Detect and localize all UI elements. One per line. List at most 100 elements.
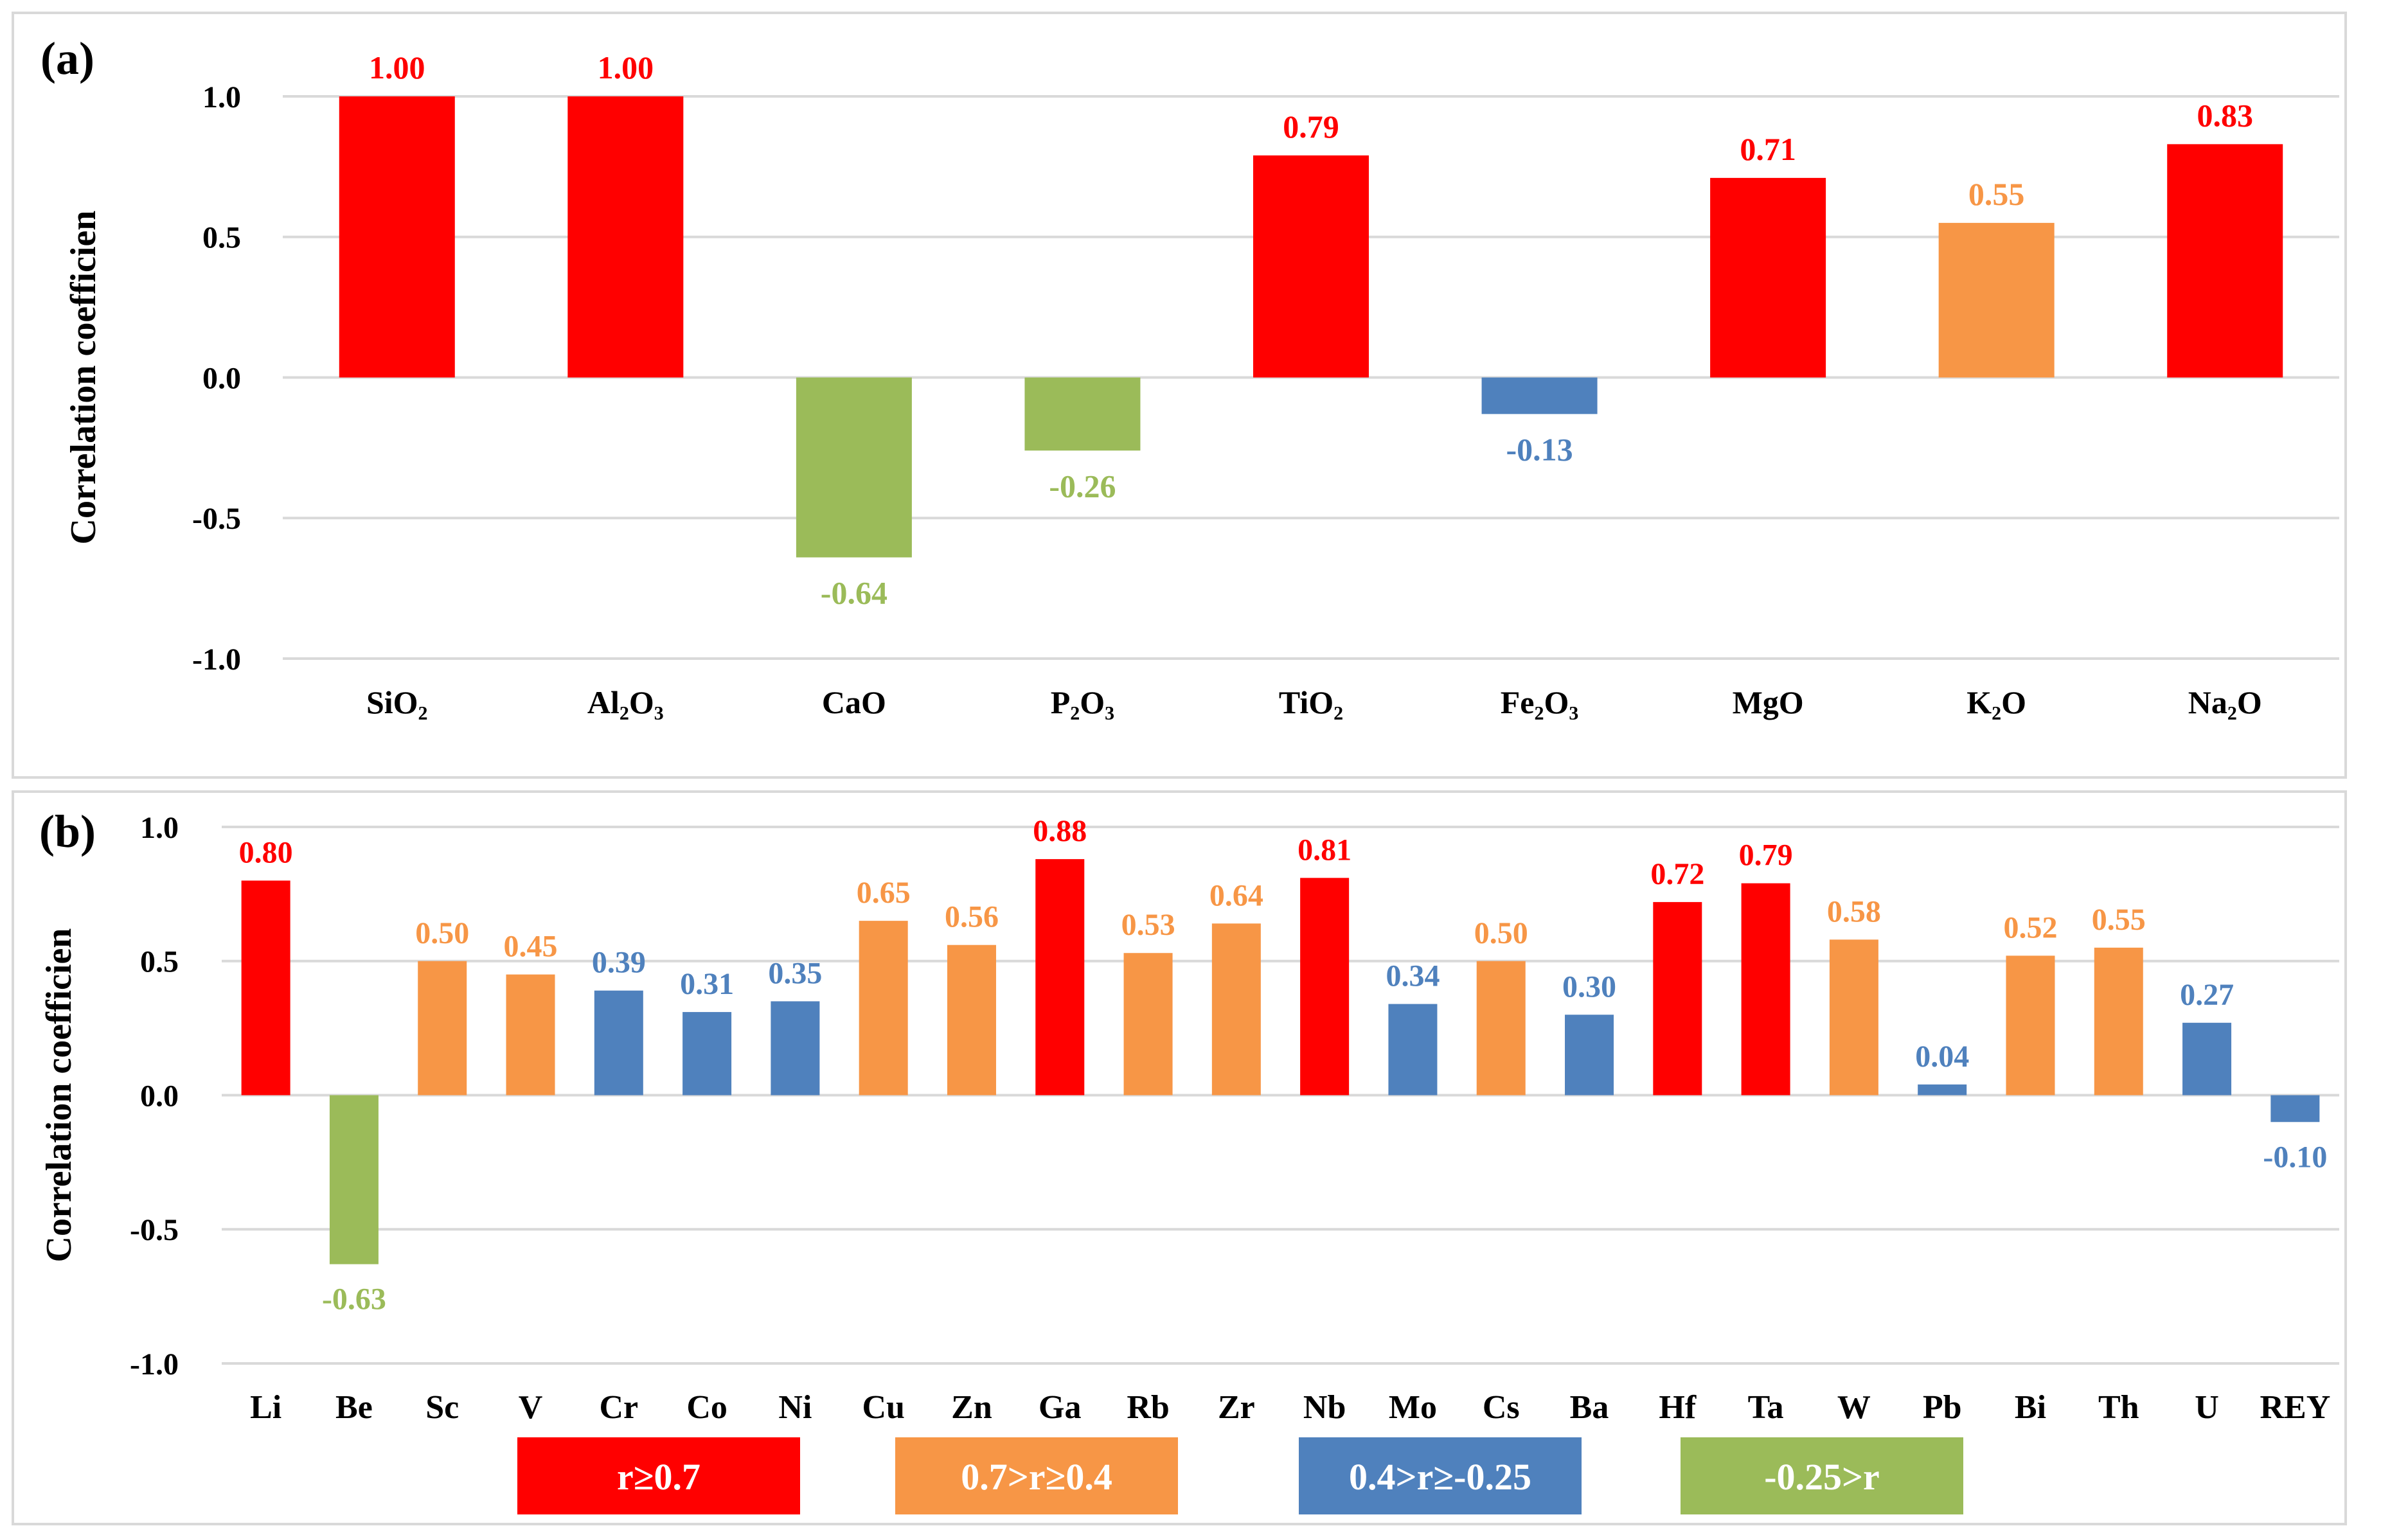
- bar: [771, 1001, 820, 1096]
- data-label: 0.52: [2003, 910, 2057, 945]
- legend-swatch: [1681, 1437, 1963, 1514]
- y-tick-label: 0.5: [202, 221, 241, 255]
- x-tick-label: W: [1837, 1389, 1871, 1426]
- x-tick-label: Ba: [1570, 1389, 1609, 1426]
- bar: [2006, 955, 2055, 1096]
- bar: [1300, 878, 1350, 1096]
- bar: [2270, 1095, 2320, 1122]
- data-label: -0.13: [1506, 431, 1573, 467]
- y-tick-label: 0.0: [140, 1079, 179, 1113]
- bar: [594, 990, 643, 1096]
- bar: [1123, 953, 1173, 1096]
- data-label: 1.00: [598, 49, 654, 85]
- bar: [1938, 222, 2055, 378]
- data-label: 0.55: [2092, 903, 2146, 937]
- x-tick-label: Zn: [951, 1389, 992, 1426]
- x-tick-label: U: [2195, 1389, 2219, 1426]
- bar: [1710, 177, 1826, 378]
- bar: [567, 96, 684, 378]
- data-label: 0.80: [239, 836, 293, 870]
- data-label: 0.55: [1968, 176, 2025, 212]
- bar: [241, 880, 290, 1096]
- data-label: 0.50: [415, 916, 469, 950]
- legend-swatch: [1299, 1437, 1582, 1514]
- bar: [1211, 923, 1261, 1096]
- data-label: 0.79: [1283, 109, 1339, 145]
- bar: [2094, 947, 2143, 1096]
- x-tick-label: Nb: [1303, 1389, 1346, 1426]
- x-tick-label: Zr: [1218, 1389, 1255, 1426]
- y-axis-title: Correlation coefficien: [39, 928, 79, 1263]
- panel-b-chart: 1.0 0.5 0.0 -0.5 -1.0 0.80 Li -0.63 Be 0.50 Sc 0.45…: [12, 790, 2347, 1525]
- data-label: 0.50: [1474, 916, 1528, 950]
- x-tick-label: Ga: [1039, 1389, 1081, 1426]
- bar: [1829, 939, 1878, 1096]
- data-label: 0.31: [680, 967, 734, 1001]
- bar: [1741, 883, 1790, 1096]
- data-label: -0.10: [2263, 1140, 2327, 1174]
- x-tick-label: Pb: [1923, 1389, 1962, 1426]
- bar: [418, 961, 467, 1096]
- bar: [2182, 1022, 2232, 1096]
- legend-label: -0.25>r: [1764, 1456, 1880, 1498]
- x-tick-label: Co: [686, 1389, 727, 1426]
- data-label: -0.64: [821, 575, 887, 611]
- data-label: 0.35: [768, 956, 822, 990]
- bar: [1565, 1015, 1614, 1096]
- data-label: -0.26: [1049, 468, 1116, 504]
- x-tick-label: Ta: [1748, 1389, 1784, 1426]
- legend-swatch: [517, 1437, 800, 1514]
- y-tick-label: -0.5: [130, 1213, 179, 1247]
- bar: [2167, 144, 2283, 378]
- panel-border: [12, 12, 2347, 779]
- data-label: 0.45: [504, 930, 558, 964]
- x-tick-label: Fe₂O₃: [1501, 684, 1579, 720]
- x-tick-label: Mo: [1389, 1389, 1437, 1426]
- data-label: 0.58: [1827, 894, 1881, 928]
- panel-a-chart: 1.0 0.5 0.0 -0.5 -1.0 1.00 SiO₂ 1.00 Al₂O₃ -0.64 C…: [12, 12, 2347, 779]
- data-label: 0.56: [945, 900, 999, 934]
- panel-border: [12, 790, 2347, 1525]
- x-tick-label: Sc: [425, 1389, 459, 1426]
- data-label: 0.64: [1209, 878, 1263, 912]
- y-tick-label: 0.5: [140, 945, 179, 979]
- data-label: 0.88: [1033, 814, 1087, 848]
- x-tick-label: Bi: [2015, 1389, 2046, 1426]
- x-tick-label: Rb: [1127, 1389, 1169, 1426]
- x-tick-label: Cs: [1483, 1389, 1520, 1426]
- y-tick-label: -1.0: [192, 643, 241, 677]
- bar: [1035, 859, 1085, 1096]
- bar: [1481, 377, 1598, 414]
- color-legend: r≥0.7 0.7>r≥0.4 0.4>r≥-0.25 -0.25>r: [517, 1437, 1963, 1514]
- data-label: 0.72: [1650, 857, 1704, 891]
- x-tick-label: CaO: [822, 684, 886, 720]
- x-tick-label: Th: [2098, 1389, 2139, 1426]
- bar: [1476, 961, 1526, 1096]
- x-tick-label: K₂O: [1967, 684, 2026, 720]
- x-tick-label: MgO: [1733, 684, 1804, 720]
- legend-swatch: [895, 1437, 1178, 1514]
- bar: [1653, 901, 1702, 1096]
- bar: [1388, 1004, 1438, 1096]
- bar: [506, 974, 555, 1096]
- x-tick-label: SiO₂: [366, 684, 428, 720]
- y-tick-label: -1.0: [130, 1347, 179, 1381]
- x-tick-label: Hf: [1659, 1389, 1696, 1426]
- panel-label: (b): [39, 806, 96, 857]
- y-tick-label: 1.0: [140, 811, 179, 845]
- legend-label: r≥0.7: [617, 1456, 700, 1498]
- bar: [947, 945, 996, 1096]
- data-label: 0.39: [592, 946, 646, 980]
- bar: [1024, 377, 1141, 451]
- x-tick-label: TiO₂: [1279, 684, 1343, 720]
- data-label: 0.34: [1386, 959, 1440, 993]
- data-label: 0.83: [2197, 97, 2253, 133]
- x-tick-label: Ni: [778, 1389, 812, 1426]
- y-axis-title: Correlation coefficien: [64, 211, 103, 545]
- x-tick-label: V: [519, 1389, 543, 1426]
- x-tick-label: Al₂O₃: [587, 684, 664, 720]
- x-tick-label: REY: [2260, 1389, 2330, 1426]
- x-tick-label: Cu: [862, 1389, 904, 1426]
- x-tick-label: Cr: [599, 1389, 638, 1426]
